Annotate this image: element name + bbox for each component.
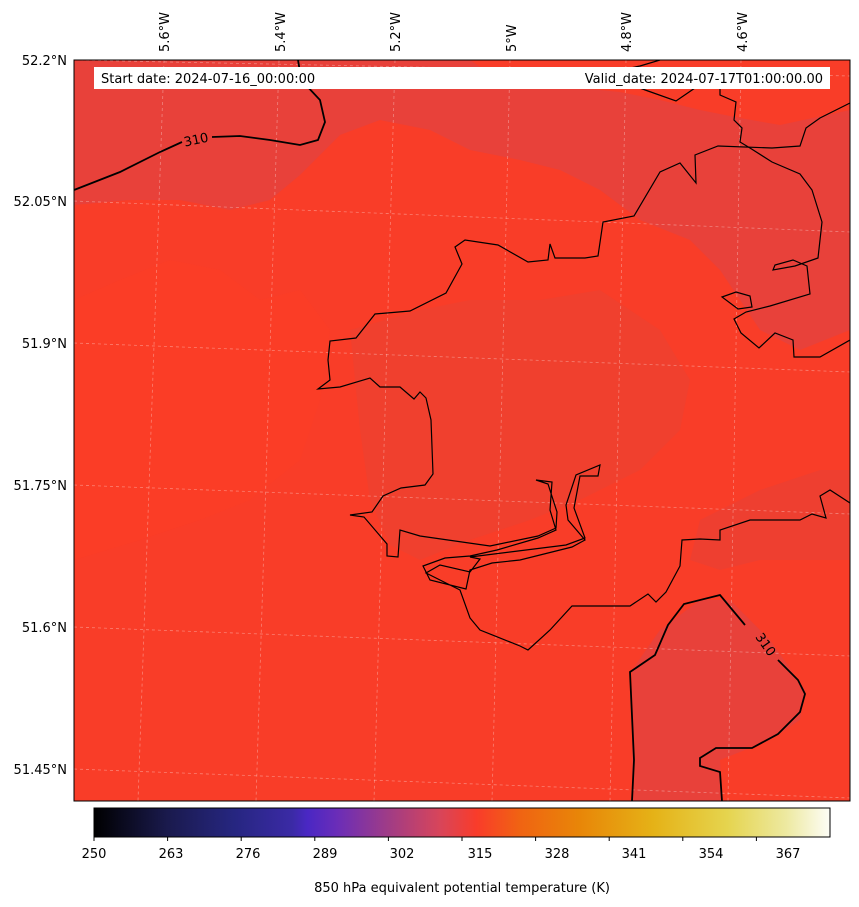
lon-label-5.2w: 5.2°W [389, 12, 404, 52]
coastline-east-lake [720, 291, 753, 310]
lon-label-4.6w: 4.6°W [736, 12, 751, 52]
coastline [315, 102, 850, 651]
map-frame [73, 59, 851, 802]
valid-date-label: Valid_date: 2024-07-17T01:00:00.00 [585, 72, 823, 87]
lat-label-51.6n: 51.6°N [22, 621, 67, 636]
colorbar-tick-263: 263 [159, 847, 184, 862]
colorbar-label: 850 hPa equivalent potential temperature… [314, 881, 610, 896]
lat-label-51.9n: 51.9°N [22, 337, 67, 352]
cool-region-northwest [74, 60, 850, 350]
colorbar-tick-315: 315 [468, 847, 493, 862]
lon-label-5.4w: 5.4°W [274, 12, 289, 52]
colorbar-tick-302: 302 [390, 847, 415, 862]
colorbar-tick-328: 328 [545, 847, 570, 862]
colorbar-tick-276: 276 [236, 847, 261, 862]
contour-310-south [629, 593, 806, 801]
lat-label-52.2n: 52.2°N [22, 54, 67, 69]
contour-label-north: 310 [183, 131, 210, 151]
cool-region-south [632, 600, 805, 801]
lat-label-51.75n: 51.75°N [14, 479, 67, 494]
cool-region-land [350, 290, 690, 560]
colorbar-tick-289: 289 [313, 847, 338, 862]
colorbar-tick-341: 341 [622, 847, 647, 862]
coastline-east [619, 60, 850, 358]
colorbar-ticks [93, 837, 757, 841]
map-area [74, 60, 850, 801]
lon-label-5w: 5°W [505, 24, 520, 52]
colorbar-tick-354: 354 [699, 847, 724, 862]
colorbar-tick-367: 367 [776, 847, 801, 862]
lon-label-4.8w: 4.8°W [620, 12, 635, 52]
lat-label-52.05n: 52.05°N [14, 195, 67, 210]
colorbar-tick-250: 250 [82, 847, 107, 862]
colorbar [93, 807, 831, 838]
start-date-label: Start date: 2024-07-16_00:00:00 [101, 72, 315, 87]
warm-region-west [74, 260, 330, 560]
lat-label-51.45n: 51.45°N [14, 763, 67, 778]
lon-label-5.6w: 5.6°W [158, 12, 173, 52]
header-box [94, 67, 830, 89]
